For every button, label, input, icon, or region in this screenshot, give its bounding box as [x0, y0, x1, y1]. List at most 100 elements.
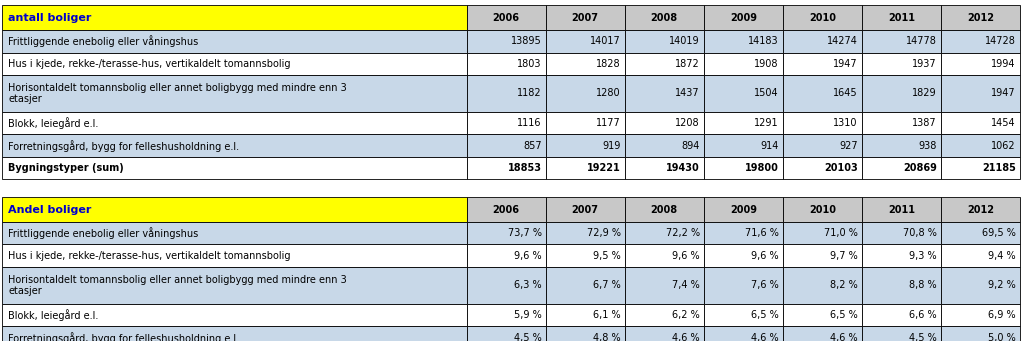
Text: 938: 938	[919, 140, 937, 151]
Bar	[2, 267, 467, 304]
Bar	[862, 75, 941, 112]
Bar	[703, 267, 783, 304]
Bar	[703, 197, 783, 222]
Text: 1387: 1387	[912, 118, 937, 128]
Text: 4,5 %: 4,5 %	[909, 332, 937, 341]
Bar	[467, 197, 545, 222]
Text: 1937: 1937	[912, 59, 937, 69]
Text: 7,6 %: 7,6 %	[751, 280, 779, 291]
Bar	[467, 5, 545, 30]
Bar	[545, 75, 625, 112]
Bar	[783, 75, 862, 112]
Text: 6,6 %: 6,6 %	[910, 310, 937, 320]
Bar	[862, 5, 941, 30]
Text: 919: 919	[602, 140, 621, 151]
Text: Blokk, leiegård e.l.: Blokk, leiegård e.l.	[8, 117, 99, 129]
Text: Hus i kjede, rekke-/terasse-hus, vertikaldelt tomannsbolig: Hus i kjede, rekke-/terasse-hus, vertika…	[8, 59, 291, 69]
Text: 5,9 %: 5,9 %	[514, 310, 541, 320]
Bar	[625, 134, 703, 157]
Bar	[2, 197, 467, 222]
Bar	[941, 30, 1020, 53]
Bar	[2, 326, 467, 341]
Text: 70,8 %: 70,8 %	[903, 228, 937, 238]
Bar	[625, 326, 703, 341]
Text: 8,8 %: 8,8 %	[910, 280, 937, 291]
Bar	[467, 75, 545, 112]
Bar	[625, 244, 703, 267]
Text: 1645: 1645	[833, 88, 858, 99]
Bar	[545, 30, 625, 53]
Bar	[2, 244, 467, 267]
Bar	[467, 222, 545, 244]
Bar	[941, 53, 1020, 75]
Text: 9,7 %: 9,7 %	[830, 251, 858, 261]
Text: 1872: 1872	[675, 59, 699, 69]
Text: 9,6 %: 9,6 %	[672, 251, 699, 261]
Text: 2008: 2008	[650, 13, 678, 23]
Text: 914: 914	[761, 140, 779, 151]
Text: 2008: 2008	[650, 205, 678, 214]
Text: 1908: 1908	[755, 59, 779, 69]
Bar	[2, 53, 467, 75]
Bar	[625, 197, 703, 222]
Text: 14728: 14728	[985, 36, 1016, 46]
Text: 6,2 %: 6,2 %	[672, 310, 699, 320]
Bar	[783, 326, 862, 341]
Bar	[625, 75, 703, 112]
Bar	[703, 326, 783, 341]
Bar	[545, 222, 625, 244]
Text: 2011: 2011	[888, 13, 915, 23]
Text: 1947: 1947	[991, 88, 1016, 99]
Text: 2007: 2007	[572, 13, 598, 23]
Bar	[941, 75, 1020, 112]
Text: 6,7 %: 6,7 %	[593, 280, 621, 291]
Text: 1994: 1994	[991, 59, 1016, 69]
Bar	[783, 134, 862, 157]
Bar	[783, 157, 862, 179]
Bar	[545, 304, 625, 326]
Bar	[467, 267, 545, 304]
Text: 2010: 2010	[809, 205, 836, 214]
Bar	[2, 134, 467, 157]
Text: 71,0 %: 71,0 %	[824, 228, 858, 238]
Bar	[545, 326, 625, 341]
Text: 21185: 21185	[982, 163, 1016, 173]
Text: 1208: 1208	[675, 118, 699, 128]
Text: 18853: 18853	[507, 163, 541, 173]
Text: 72,2 %: 72,2 %	[666, 228, 699, 238]
Text: 19800: 19800	[745, 163, 779, 173]
Bar	[783, 304, 862, 326]
Bar	[625, 53, 703, 75]
Text: 6,5 %: 6,5 %	[751, 310, 779, 320]
Bar	[941, 304, 1020, 326]
Bar	[703, 244, 783, 267]
Text: 1437: 1437	[675, 88, 699, 99]
Text: 1803: 1803	[517, 59, 541, 69]
Text: 72,9 %: 72,9 %	[587, 228, 621, 238]
Bar	[2, 157, 467, 179]
Bar	[703, 75, 783, 112]
Text: Horisontaldelt tomannsbolig eller annet boligbygg med mindre enn 3
etasjer: Horisontaldelt tomannsbolig eller annet …	[8, 83, 347, 104]
Bar	[862, 244, 941, 267]
Text: 13895: 13895	[510, 36, 541, 46]
Text: 14017: 14017	[590, 36, 621, 46]
Text: 14019: 14019	[669, 36, 699, 46]
Text: 1504: 1504	[755, 88, 779, 99]
Bar	[545, 134, 625, 157]
Text: 1177: 1177	[596, 118, 621, 128]
Text: 6,9 %: 6,9 %	[988, 310, 1016, 320]
Text: 20103: 20103	[824, 163, 858, 173]
Bar	[783, 112, 862, 134]
Text: 894: 894	[681, 140, 699, 151]
Text: 2011: 2011	[888, 205, 915, 214]
Bar	[703, 304, 783, 326]
Bar	[703, 112, 783, 134]
Text: 1182: 1182	[517, 88, 541, 99]
Text: 4,6 %: 4,6 %	[830, 332, 858, 341]
Text: 14778: 14778	[906, 36, 937, 46]
Text: 1310: 1310	[833, 118, 858, 128]
Bar	[2, 112, 467, 134]
Bar	[467, 134, 545, 157]
Bar	[941, 112, 1020, 134]
Bar	[941, 5, 1020, 30]
